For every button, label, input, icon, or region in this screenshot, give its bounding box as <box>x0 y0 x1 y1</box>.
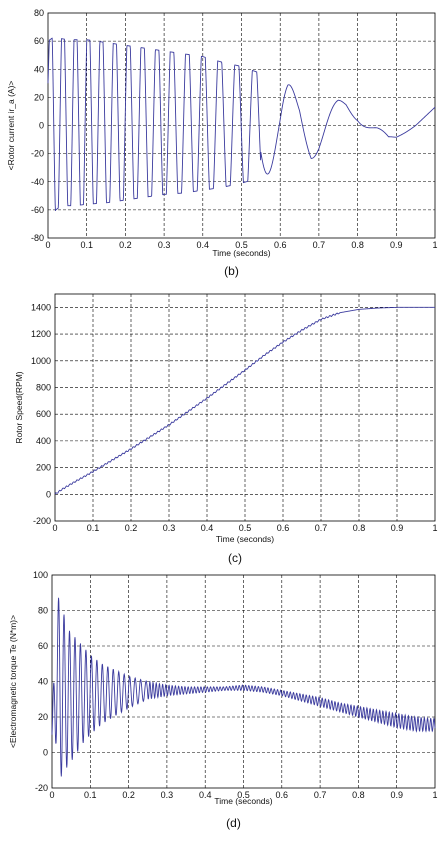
x-tick-label: 1 <box>432 790 437 800</box>
y-tick-label: -40 <box>31 177 44 187</box>
x-tick-label: 0.1 <box>87 523 100 533</box>
y-tick-label: 1000 <box>31 356 51 366</box>
x-tick-label: 0.3 <box>158 240 171 250</box>
y-tick-label: 60 <box>38 641 48 651</box>
x-tick-label: 0.9 <box>390 240 403 250</box>
y-tick-label: 800 <box>36 382 51 392</box>
y-axis-label: <Rotor current ir_a (A)> <box>6 81 16 171</box>
y-tick-label: 80 <box>38 606 48 616</box>
x-tick-label: 1 <box>432 523 437 533</box>
x-tick-label: 0 <box>52 523 57 533</box>
x-tick-label: 0 <box>45 240 50 250</box>
x-tick-label: 1 <box>432 240 437 250</box>
x-axis-label: Time (seconds) <box>212 248 270 258</box>
figure-caption: (c) <box>228 551 242 565</box>
x-axis-label: Time (seconds) <box>214 796 272 806</box>
x-axis-label: Time (seconds) <box>216 534 274 544</box>
y-tick-label: 80 <box>34 8 44 18</box>
x-tick-label: 0.9 <box>391 523 404 533</box>
x-tick-label: 0.1 <box>84 790 97 800</box>
x-tick-label: 0.2 <box>122 790 135 800</box>
x-tick-label: 0.9 <box>390 790 403 800</box>
y-tick-label: 1400 <box>31 302 51 312</box>
y-tick-label: -200 <box>33 516 51 526</box>
x-tick-label: 0.4 <box>201 523 214 533</box>
y-tick-label: -60 <box>31 205 44 215</box>
x-tick-label: 0.8 <box>351 240 364 250</box>
x-tick-label: 0.5 <box>237 790 250 800</box>
y-axis-label: <Electromagnetic torque Te (N*m)> <box>8 615 18 748</box>
y-tick-label: -20 <box>31 149 44 159</box>
y-tick-label: 400 <box>36 436 51 446</box>
y-tick-label: 600 <box>36 409 51 419</box>
x-tick-label: 0.6 <box>276 790 289 800</box>
x-tick-label: 0.8 <box>352 790 365 800</box>
x-tick-label: 0.1 <box>80 240 93 250</box>
y-axis-label: Rotor Speed(RPM) <box>14 371 24 443</box>
x-tick-label: 0.5 <box>239 523 252 533</box>
y-tick-label: 40 <box>38 677 48 687</box>
x-tick-label: 0.6 <box>274 240 287 250</box>
x-tick-label: 0.4 <box>199 790 212 800</box>
x-tick-label: 0.7 <box>314 790 327 800</box>
x-tick-label: 0.8 <box>353 523 366 533</box>
x-tick-label: 0.5 <box>235 240 248 250</box>
x-tick-label: 0.7 <box>313 240 326 250</box>
y-tick-label: 40 <box>34 64 44 74</box>
figure-caption: (d) <box>226 816 241 830</box>
x-tick-label: 0.2 <box>119 240 132 250</box>
y-tick-label: 20 <box>38 712 48 722</box>
chart-1: 0 0.1 0.2 0.3 0.4 0.5 0.6 0.7 0.8 0.9 1 -80 -60 -40 -2… <box>6 8 438 278</box>
y-tick-label: -80 <box>31 233 44 243</box>
chart-3: 0 0.1 0.2 0.3 0.4 0.5 0.6 0.7 0.8 0.9 1-2002040608… <box>8 570 438 830</box>
x-tick-label: 0 <box>49 790 54 800</box>
y-tick-label: 20 <box>34 92 44 102</box>
chart-2: 0 0.1 0.2 0.3 0.4 0.5 0.6 0.7 0.8 0.9 1-2000200400… <box>14 293 438 565</box>
x-tick-label: 0.3 <box>163 523 176 533</box>
x-tick-label: 0.3 <box>161 790 174 800</box>
y-tick-label: 1200 <box>31 329 51 339</box>
y-tick-label: 200 <box>36 463 51 473</box>
y-tick-label: 60 <box>34 36 44 46</box>
y-tick-label: -20 <box>35 783 48 793</box>
x-tick-label: 0.6 <box>277 523 290 533</box>
series-line <box>54 306 435 495</box>
y-tick-label: 100 <box>33 570 48 580</box>
y-tick-label: 0 <box>46 489 51 499</box>
series-line <box>51 597 436 777</box>
y-tick-label: 0 <box>43 748 48 758</box>
figure-caption: (b) <box>224 264 239 278</box>
series-line <box>47 37 436 212</box>
x-tick-label: 0.4 <box>197 240 210 250</box>
y-tick-label: 0 <box>39 121 44 131</box>
x-tick-label: 0.2 <box>125 523 138 533</box>
x-tick-label: 0.7 <box>315 523 328 533</box>
